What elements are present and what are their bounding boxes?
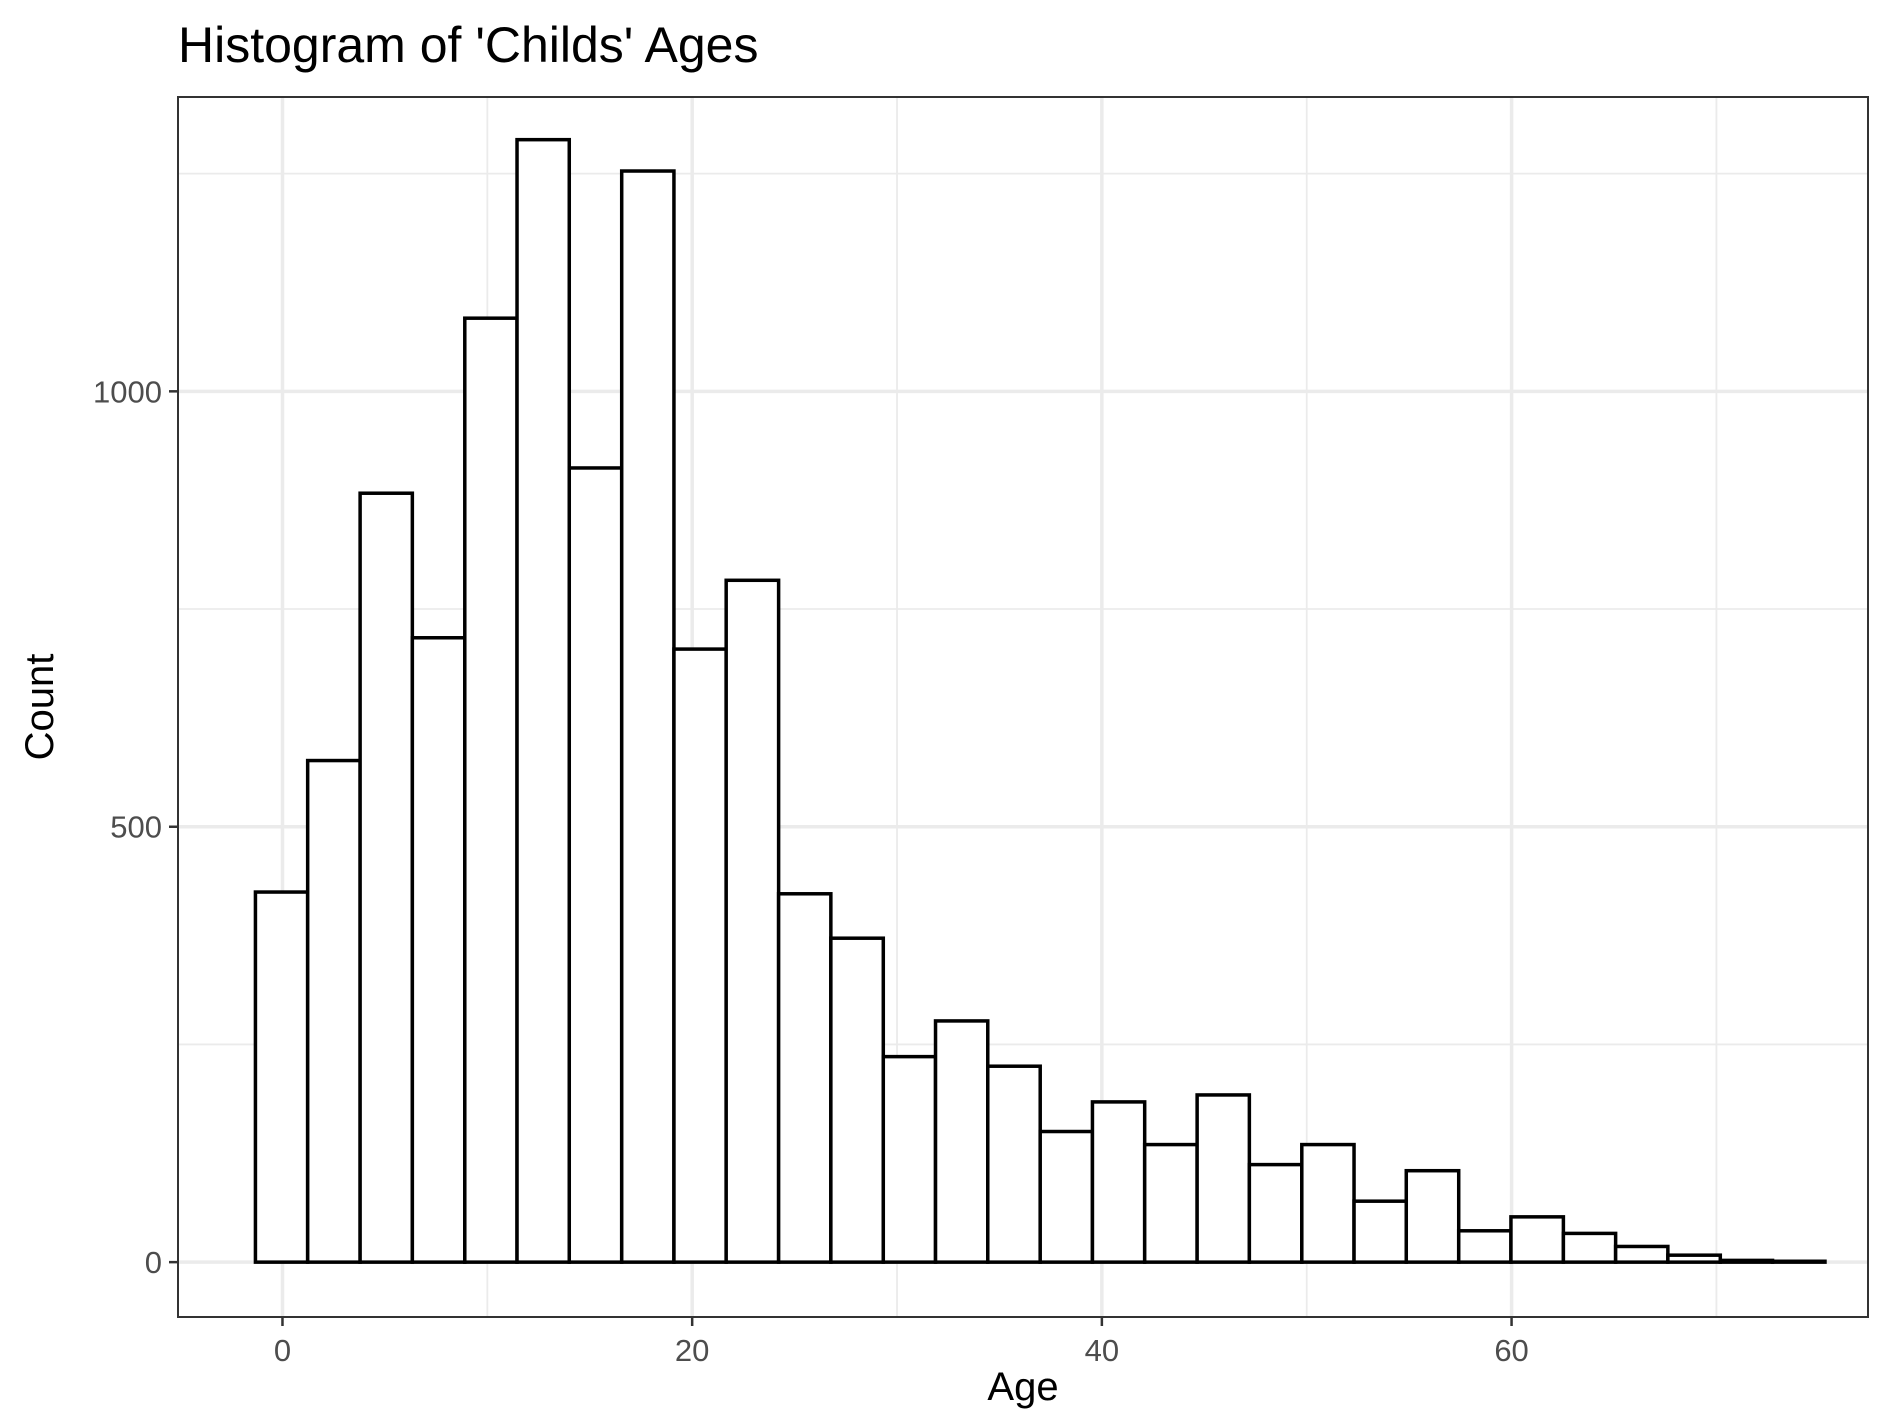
- histogram-bar: [1247, 1162, 1304, 1264]
- histogram-bar: [933, 1019, 990, 1264]
- histogram-bar: [1352, 1199, 1409, 1264]
- x-tick-label: 0: [274, 1333, 291, 1368]
- histogram-bar: [1770, 1259, 1827, 1264]
- y-tick-label: 500: [110, 810, 162, 845]
- histogram-bar: [619, 169, 676, 1264]
- plot-panel: [177, 96, 1869, 1318]
- x-axis-title: Age: [987, 1365, 1058, 1409]
- histogram-bar: [305, 758, 362, 1264]
- histogram-bar: [829, 936, 886, 1264]
- histogram-bar: [672, 647, 728, 1264]
- histogram-bar: [463, 316, 519, 1264]
- histogram-bar: [358, 491, 415, 1264]
- histogram-bar: [986, 1064, 1042, 1264]
- histogram-bar: [515, 137, 572, 1264]
- histogram-bar: [253, 890, 310, 1264]
- histogram-bars: [253, 137, 1827, 1264]
- histogram-bar: [1195, 1093, 1252, 1264]
- x-tick-label: 40: [1085, 1333, 1119, 1368]
- panel-border: [177, 96, 1869, 1318]
- histogram-bar: [1038, 1129, 1095, 1264]
- axes: 0 20 40 60 0 500 1000: [93, 374, 1529, 1368]
- histogram-bar: [1404, 1168, 1461, 1264]
- histogram-bar: [1666, 1253, 1723, 1264]
- y-tick-label: 0: [145, 1245, 162, 1280]
- y-axis-title: Count: [18, 654, 62, 761]
- histogram-bar: [1090, 1100, 1147, 1264]
- chart-title: Histogram of 'Childs' Ages: [178, 17, 758, 73]
- histogram-bar: [881, 1054, 938, 1264]
- histogram-bar: [1456, 1229, 1513, 1264]
- histogram-bar: [1142, 1142, 1199, 1264]
- histogram-bar: [1613, 1244, 1670, 1264]
- histogram-bar: [1718, 1258, 1775, 1264]
- histogram-bar: [776, 892, 833, 1264]
- histogram-bar: [567, 466, 624, 1264]
- x-tick-label: 20: [675, 1333, 709, 1368]
- y-tick-label: 1000: [93, 374, 162, 409]
- histogram-bar: [1561, 1231, 1618, 1264]
- x-tick-label: 60: [1494, 1333, 1528, 1368]
- histogram-bar: [1509, 1215, 1566, 1264]
- histogram-bar: [1300, 1142, 1356, 1264]
- histogram-bar: [410, 636, 467, 1264]
- histogram-bar: [724, 578, 781, 1264]
